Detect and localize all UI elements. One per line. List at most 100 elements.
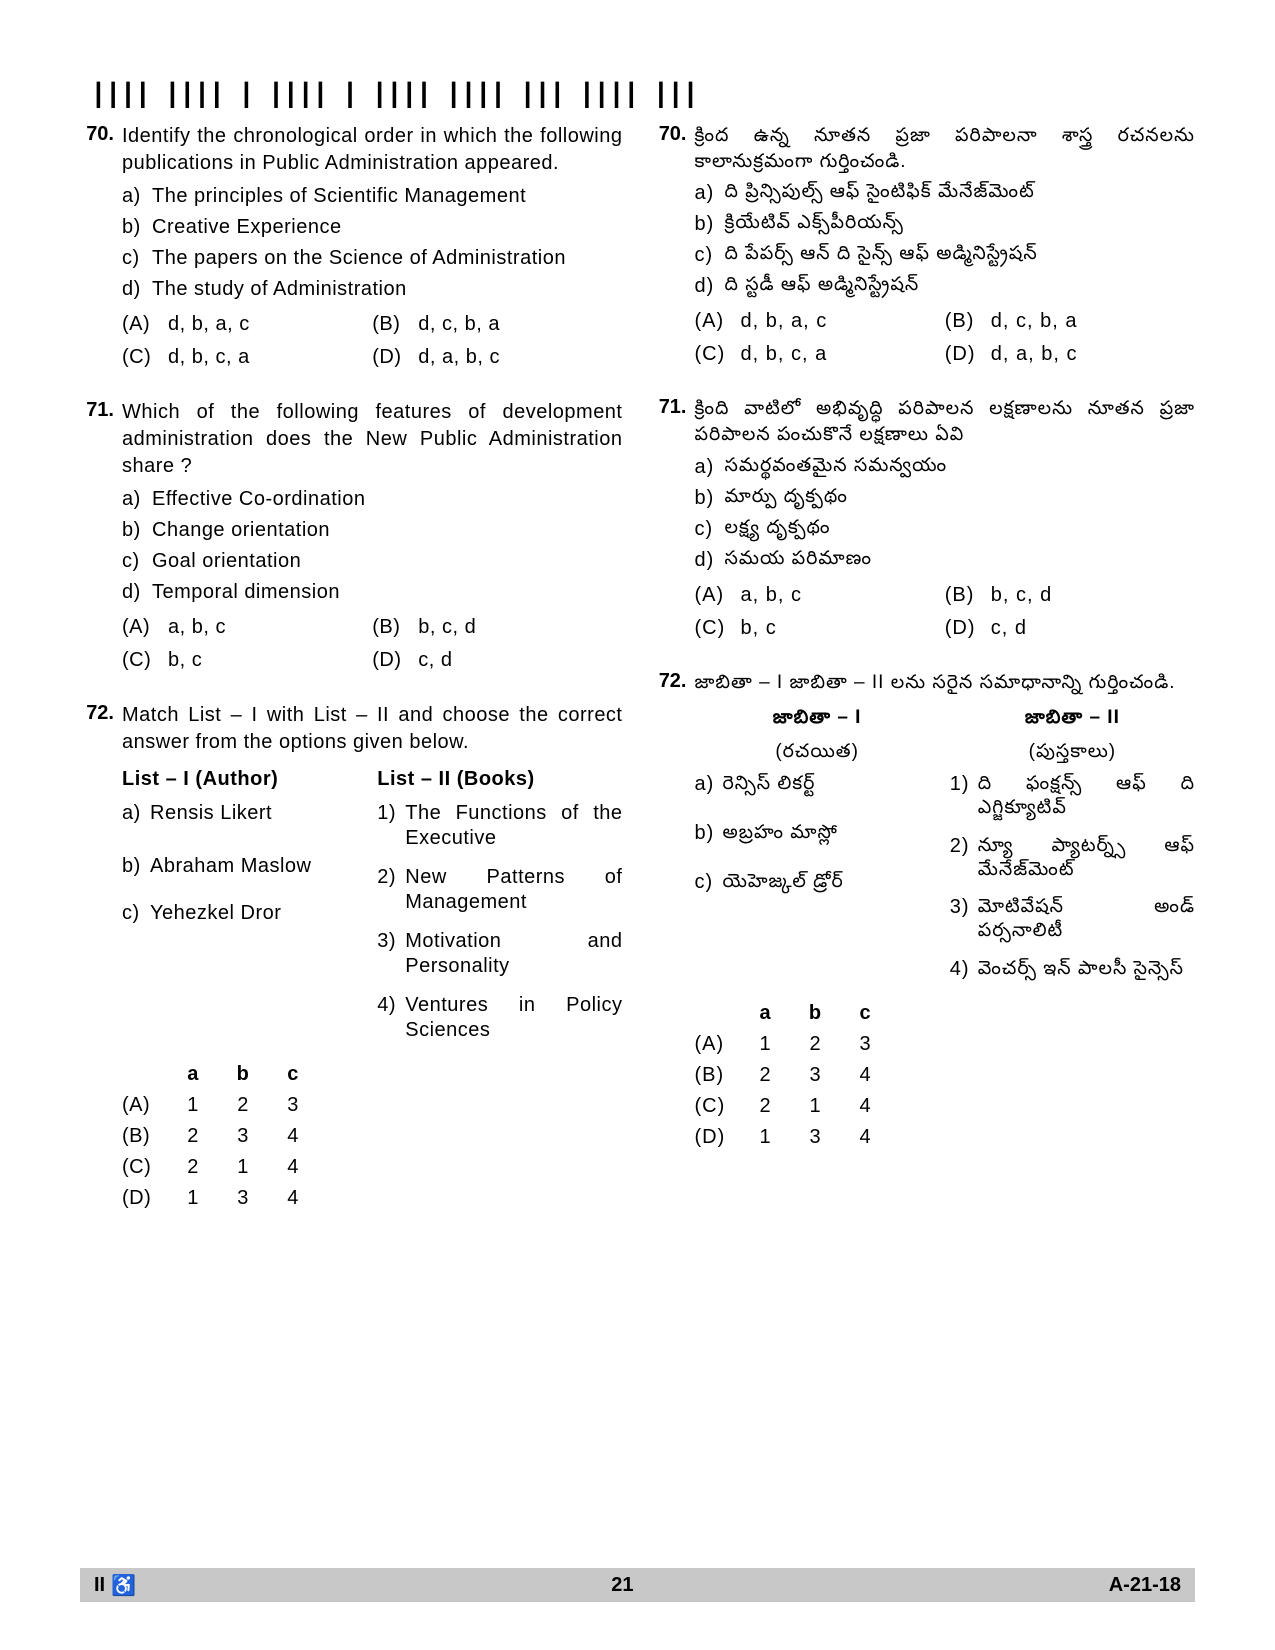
item-letter: a) [695, 180, 725, 207]
page-footer: II ♿ 21 A-21-18 [80, 1568, 1195, 1602]
match-text: Rensis Likert [150, 801, 367, 826]
answer-label: (C) [695, 1093, 741, 1120]
question-body: Which of the following features of devel… [122, 399, 623, 674]
abc-header: b [791, 1000, 841, 1027]
item-text: క్రియేటివ్ ఎక్స్‌పీరియన్స్ [725, 211, 1196, 236]
match-text: Motivation and Personality [405, 929, 622, 979]
cell: 3 [268, 1092, 318, 1119]
answer-text: a, b, c [168, 614, 226, 641]
item-text: లక్ష్య దృక్పథం [725, 516, 1196, 541]
question-body: Identify the chronological order in whic… [122, 123, 623, 371]
match-text: The Functions of the Executive [405, 801, 622, 851]
answer-label: (C) [695, 341, 741, 368]
match-letter: 1) [377, 801, 405, 851]
answer-text: d, b, c, a [168, 344, 250, 371]
barcode: |||| |||| | |||| | |||| |||| ||| |||| ||… [90, 80, 1195, 111]
match-text: అబ్రహం మాస్లో [723, 821, 940, 846]
answer-text: d, c, b, a [418, 311, 500, 338]
item-letter: a) [122, 183, 152, 210]
list2-sub: (పుస్తకాలు) [950, 739, 1195, 765]
cell: 4 [268, 1123, 318, 1150]
question-body: క్రింద ఉన్న నూతన ప్రజా పరిపాలనా శాస్త్ర … [695, 123, 1196, 368]
match-letter: 2) [377, 865, 405, 915]
question-number: 70. [80, 123, 122, 146]
cell: 2 [741, 1093, 791, 1120]
item-letter: c) [695, 242, 725, 269]
answer-label: (C) [122, 1154, 168, 1181]
footer-roman: II [94, 1574, 105, 1597]
item-letter: d) [122, 276, 152, 303]
cell: 3 [841, 1031, 891, 1058]
cell: 4 [268, 1154, 318, 1181]
match-letter: 3) [377, 929, 405, 979]
question-72: 72. Match List – I with List – II and ch… [80, 702, 623, 1212]
answer-label: (B) [122, 1123, 168, 1150]
match-text: మోటివేషన్ అండ్ పర్సనాలిటీ [978, 895, 1195, 943]
question-72-te: 72. జాబితా – I జాబితా – II లను సరైన సమాధ… [653, 670, 1196, 1151]
question-71-te: 71. క్రింది వాటిలో అభివృద్ధి పరిపాలన లక్… [653, 396, 1196, 641]
question-number: 72. [80, 702, 122, 725]
answer-label: (B) [945, 582, 991, 609]
footer-code: A-21-18 [1109, 1574, 1181, 1597]
match-letter: 3) [950, 895, 978, 943]
question-text: జాబితా – I జాబితా – II లను సరైన సమాధానాన… [695, 672, 1176, 693]
item-text: సమర్థవంతమైన సమన్వయం [725, 454, 1196, 479]
question-body: జాబితా – I జాబితా – II లను సరైన సమాధానాన… [695, 670, 1196, 1151]
answer-label: (D) [372, 647, 418, 674]
answer-text: b, c [168, 647, 202, 674]
list1-head: List – I (Author) [122, 766, 367, 793]
cell: 4 [841, 1093, 891, 1120]
answer-text: b, c [741, 615, 777, 642]
cell: 4 [841, 1062, 891, 1089]
question-text: Identify the chronological order in whic… [122, 125, 623, 174]
cell: 3 [218, 1185, 268, 1212]
match-text: న్యూ ప్యాటర్న్స్ ఆఫ్ మేనేజ్‌మెంట్ [978, 834, 1195, 882]
answer-label: (B) [695, 1062, 741, 1089]
list1-head: జాబితా – I [695, 705, 940, 731]
answer-label: (C) [122, 344, 168, 371]
item-text: The papers on the Science of Administrat… [152, 245, 623, 271]
answer-text: d, b, a, c [168, 311, 250, 338]
match-letter: b) [122, 854, 150, 879]
answer-label: (A) [122, 1092, 168, 1119]
match-letter: c) [695, 870, 723, 895]
match-letter: 2) [950, 834, 978, 882]
match-letter: 1) [950, 772, 978, 820]
question-number: 72. [653, 670, 695, 693]
right-column: 70. క్రింద ఉన్న నూతన ప్రజా పరిపాలనా శాస్… [653, 123, 1196, 1240]
question-number: 71. [653, 396, 695, 419]
match-letter: 4) [950, 957, 978, 982]
answer-label: (C) [695, 615, 741, 642]
question-text: క్రింద ఉన్న నూతన ప్రజా పరిపాలనా శాస్త్ర … [695, 125, 1196, 172]
answer-text: b, c, d [418, 614, 476, 641]
match-text: రెన్సిస్ లికర్ట్ [723, 772, 940, 797]
item-text: Creative Experience [152, 214, 623, 240]
item-letter: c) [122, 548, 152, 575]
cell: 1 [218, 1154, 268, 1181]
abc-header: a [168, 1061, 218, 1088]
list1-sub: (రచయిత) [695, 739, 940, 765]
match-letter: a) [122, 801, 150, 826]
item-text: సమయ పరిమాణం [725, 547, 1196, 572]
cell: 1 [741, 1124, 791, 1151]
question-70: 70. Identify the chronological order in … [80, 123, 623, 371]
list2-head: జాబితా – II [950, 705, 1195, 731]
answer-label: (A) [122, 614, 168, 641]
item-text: Effective Co-ordination [152, 486, 623, 512]
item-letter: d) [695, 547, 725, 574]
cell: 3 [791, 1124, 841, 1151]
cell: 2 [168, 1154, 218, 1181]
answer-label: (A) [122, 311, 168, 338]
footer-page-number: 21 [611, 1574, 633, 1597]
match-text: ది ఫంక్షన్స్ ఆఫ్ ది ఎగ్జిక్యూటివ్ [978, 772, 1195, 820]
list2-head: List – II (Books) [377, 766, 622, 793]
match-text: Abraham Maslow [150, 854, 367, 879]
item-letter: d) [122, 579, 152, 606]
cell: 3 [791, 1062, 841, 1089]
answer-text: d, b, a, c [741, 308, 828, 335]
cell: 3 [218, 1123, 268, 1150]
answer-label: (B) [372, 614, 418, 641]
item-letter: a) [695, 454, 725, 481]
match-letter: 4) [377, 993, 405, 1043]
answer-label: (A) [695, 1031, 741, 1058]
